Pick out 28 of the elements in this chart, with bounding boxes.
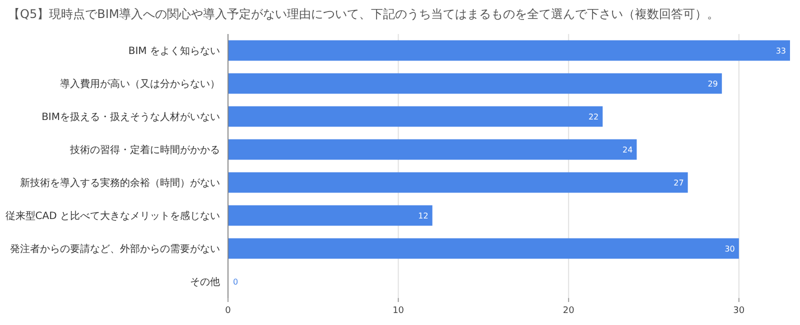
data-label: 33: [776, 46, 786, 56]
bar: [228, 73, 722, 94]
y-tick-label: 新技術を導入する実務的余裕（時間）がない: [20, 177, 220, 189]
y-tick-label: BIM をよく知らない: [128, 45, 220, 57]
data-label: 0: [233, 278, 238, 286]
bar: [228, 205, 432, 226]
x-tick-label: 10: [392, 306, 404, 316]
y-tick-label: 導入費用が高い（又は分からない）: [60, 78, 220, 90]
x-tick-label: 20: [562, 306, 575, 316]
data-label: 12: [418, 212, 428, 220]
data-label: 24: [622, 146, 633, 154]
data-label: 30: [724, 244, 735, 254]
y-tick-label: 従来型CAD と比べて大きなメリットを感じない: [5, 210, 220, 222]
data-label: 27: [674, 178, 684, 188]
bar: [228, 238, 739, 259]
bar: [228, 139, 637, 160]
x-tick-label: 0: [225, 306, 232, 316]
x-tick-label: 30: [733, 306, 745, 316]
y-tick-label: 発注者からの要請など、外部からの需要がない: [10, 243, 220, 255]
chart-title: 【Q5】現時点でBIM導入への関心や導入予定がない理由について、下記のうち当てはまるものを全て選んで下さい（複数回答可）。: [8, 7, 720, 21]
data-label: 22: [588, 112, 599, 122]
y-tick-label: その他: [190, 276, 220, 288]
bar: [228, 40, 790, 61]
data-label: 29: [708, 80, 718, 88]
bar: [228, 172, 688, 193]
y-tick-label: 技術の習得・定着に時間がかかる: [69, 144, 220, 156]
y-tick-label: BIMを扱える・扱えそうな人材がいない: [42, 111, 220, 123]
bar: [228, 106, 603, 127]
